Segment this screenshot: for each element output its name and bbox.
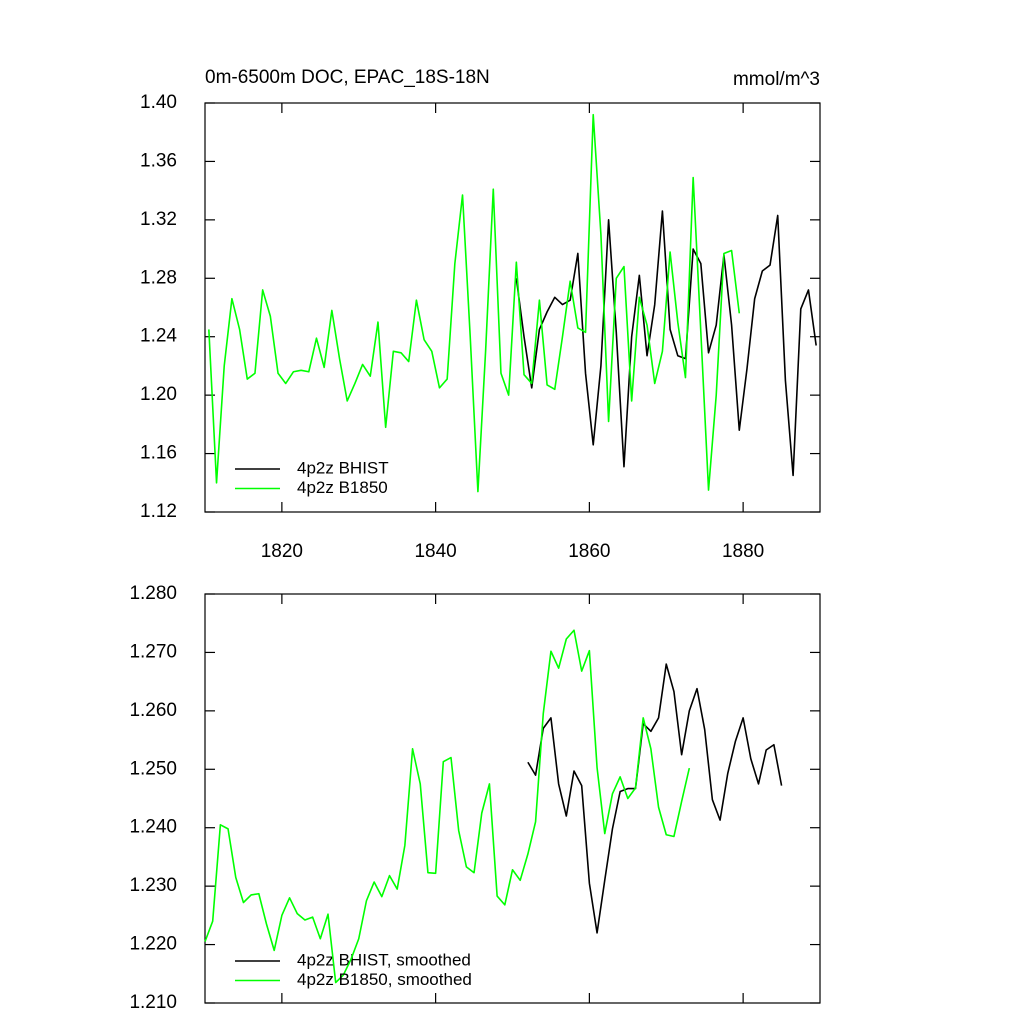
x-tick-label: 1820 xyxy=(261,541,303,562)
y-tick-label: 1.210 xyxy=(129,992,177,1013)
y-tick-label: 1.280 xyxy=(129,583,177,604)
y-tick-label: 1.28 xyxy=(140,267,177,288)
y-tick-label: 1.250 xyxy=(129,758,177,779)
y-tick-label: 1.40 xyxy=(140,92,177,113)
legend-label: 4p2z BHIST xyxy=(297,458,389,477)
y-tick-label: 1.260 xyxy=(129,700,177,721)
y-tick-label: 1.230 xyxy=(129,875,177,896)
x-tick-label: 1840 xyxy=(414,541,456,562)
x-tick-label: 1860 xyxy=(568,541,610,562)
y-tick-label: 1.220 xyxy=(129,934,177,955)
series-line xyxy=(208,113,741,493)
series-line xyxy=(527,663,783,934)
legend-label: 4p2z B1850, smoothed xyxy=(297,970,472,989)
series-line xyxy=(204,629,691,984)
y-tick-label: 1.20 xyxy=(140,384,177,405)
plot-frame xyxy=(204,593,821,1004)
y-tick-label: 1.32 xyxy=(140,209,177,230)
plot-frame xyxy=(204,102,821,513)
y-tick-label: 1.36 xyxy=(140,150,177,171)
x-tick-label: 1880 xyxy=(722,541,764,562)
unit-label: mmol/m^3 xyxy=(733,69,820,90)
chart-title: 0m-6500m DOC, EPAC_18S-18N xyxy=(205,67,490,88)
y-tick-label: 1.270 xyxy=(129,641,177,662)
y-tick-label: 1.12 xyxy=(140,501,177,522)
y-tick-label: 1.24 xyxy=(140,326,177,347)
y-tick-label: 1.16 xyxy=(140,443,177,464)
legend-label: 4p2z BHIST, smoothed xyxy=(297,950,471,969)
y-tick-label: 1.240 xyxy=(129,817,177,838)
series-line xyxy=(515,210,817,477)
legend-label: 4p2z B1850 xyxy=(297,478,388,497)
